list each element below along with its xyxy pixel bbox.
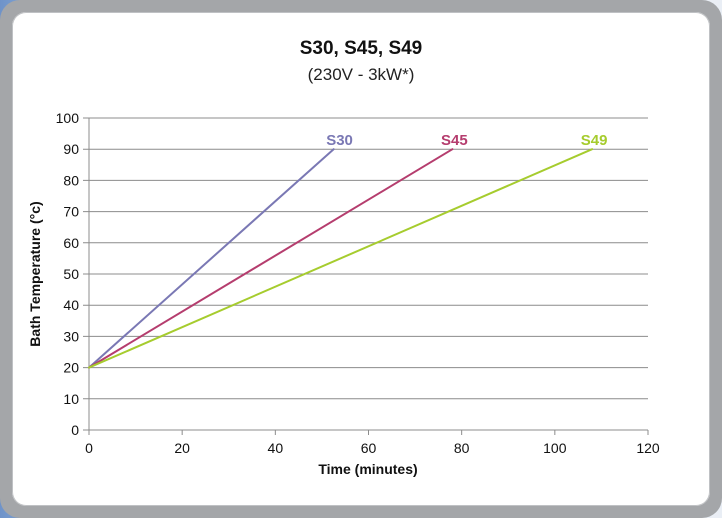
y-tick-label: 100 (56, 110, 80, 126)
y-axis-ticks: 0 10 20 30 40 50 60 70 80 90 100 (56, 110, 80, 438)
series-label-s49: S49 (581, 132, 608, 149)
x-axis-label: Time (minutes) (318, 461, 417, 477)
y-tick-label: 90 (63, 141, 79, 157)
y-tick-label: 80 (63, 172, 79, 188)
chart-title: S30, S45, S49 (300, 38, 423, 59)
y-tick-label: 50 (63, 266, 79, 282)
y-tick-label: 10 (63, 391, 79, 407)
series-lines: S30 S45 S49 (88, 132, 608, 369)
chart-subtitle: (230V - 3kW*) (308, 65, 415, 84)
x-tick-label: 20 (174, 440, 190, 456)
series-line-s45 (88, 148, 454, 369)
series-label-s45: S45 (441, 132, 468, 149)
x-tick-label: 100 (543, 440, 567, 456)
y-tick-label: 60 (63, 235, 79, 251)
chart-card (12, 12, 710, 506)
y-tick-label: 20 (63, 360, 79, 376)
y-tick-label: 30 (63, 328, 79, 344)
series-line-s30 (88, 148, 335, 369)
series-line-s49 (88, 148, 594, 369)
x-tick-label: 120 (636, 440, 660, 456)
x-tick-label: 60 (361, 440, 377, 456)
y-tick-label: 0 (71, 422, 79, 438)
y-tick-label: 70 (63, 204, 79, 220)
x-tick-label: 40 (268, 440, 284, 456)
x-tick-label: 0 (85, 440, 93, 456)
grid-lines (83, 117, 648, 431)
y-axis-label: Bath Temperature (°c) (27, 201, 43, 346)
x-axis-ticks: 0 20 40 60 80 100 120 (85, 430, 660, 456)
series-label-s30: S30 (326, 132, 353, 149)
x-tick-label: 80 (454, 440, 470, 456)
y-tick-label: 40 (63, 297, 79, 313)
